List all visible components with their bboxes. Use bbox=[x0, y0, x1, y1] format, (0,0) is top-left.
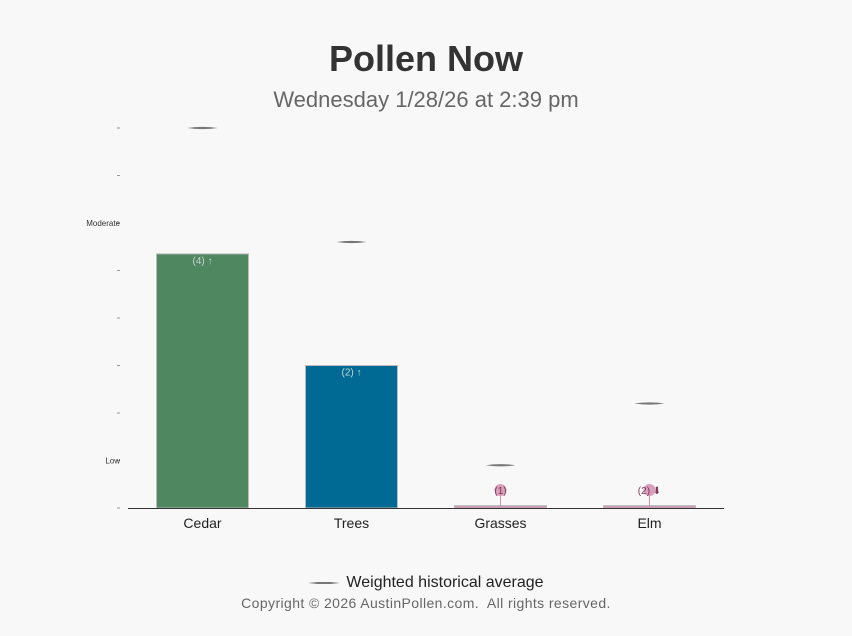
bar-trees bbox=[305, 365, 398, 509]
bar-cedar bbox=[156, 253, 249, 509]
x-tick-label-grasses: Grasses bbox=[474, 515, 526, 531]
value-marker-grasses bbox=[494, 484, 507, 496]
legend-label: Weighted historical average bbox=[346, 574, 544, 591]
historical-average-elm bbox=[634, 402, 665, 405]
copyright-notice: Copyright © 2026 AustinPollen.com. All r… bbox=[241, 595, 611, 611]
y-tick-label: Low bbox=[105, 457, 120, 466]
historical-average-grasses bbox=[485, 464, 516, 467]
value-label-grasses: (1) bbox=[494, 486, 506, 497]
y-tick-label: Moderate bbox=[86, 219, 120, 228]
chart-legend: Weighted historical average bbox=[0, 574, 852, 592]
value-label-elm: (2) ⬇ bbox=[638, 486, 661, 497]
historical-average-cedar bbox=[187, 126, 218, 130]
value-label-cedar: (4) ↑ bbox=[193, 256, 213, 267]
chart-subtitle: Wednesday 1/28/26 at 2:39 pm bbox=[273, 87, 579, 112]
legend-average-swatch bbox=[308, 581, 341, 584]
x-tick-label-cedar: Cedar bbox=[183, 515, 221, 531]
value-marker-elm bbox=[643, 484, 656, 496]
x-tick-label-elm: Elm bbox=[637, 515, 661, 531]
historical-average-trees bbox=[336, 240, 367, 244]
chart-title: Pollen Now bbox=[328, 38, 523, 79]
x-tick-label-trees: Trees bbox=[334, 515, 369, 531]
value-label-trees: (2) ↑ bbox=[342, 368, 362, 379]
